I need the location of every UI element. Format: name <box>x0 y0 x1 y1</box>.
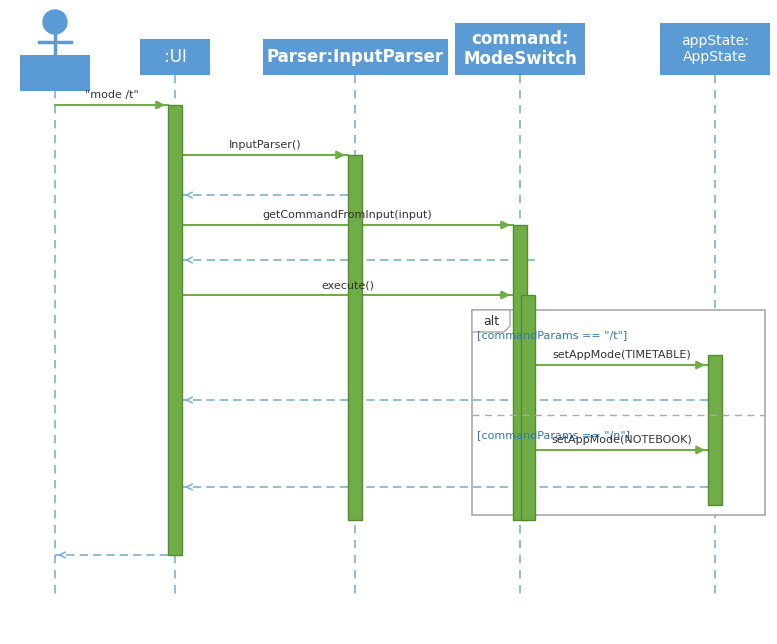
Text: getCommandFromInput(input): getCommandFromInput(input) <box>263 210 432 220</box>
Text: Parser:InputParser: Parser:InputParser <box>267 48 444 66</box>
FancyBboxPatch shape <box>660 23 770 75</box>
FancyBboxPatch shape <box>20 55 90 91</box>
FancyBboxPatch shape <box>472 310 765 515</box>
FancyBboxPatch shape <box>521 295 535 520</box>
Text: appState:
AppState: appState: AppState <box>681 34 749 64</box>
Text: setAppMode(TIMETABLE): setAppMode(TIMETABLE) <box>552 350 691 360</box>
Text: command:
ModeSwitch: command: ModeSwitch <box>463 30 577 68</box>
Text: [commandParams == "/n"]: [commandParams == "/n"] <box>477 430 630 440</box>
FancyBboxPatch shape <box>348 155 362 520</box>
Polygon shape <box>472 310 510 332</box>
FancyBboxPatch shape <box>455 23 585 75</box>
FancyBboxPatch shape <box>708 355 722 505</box>
Text: "mode /t": "mode /t" <box>85 90 138 100</box>
Text: InputParser(): InputParser() <box>228 140 301 150</box>
Text: setAppMode(NOTEBOOK): setAppMode(NOTEBOOK) <box>551 435 692 445</box>
Text: execute(): execute() <box>321 280 374 290</box>
FancyBboxPatch shape <box>168 105 182 555</box>
Text: alt: alt <box>483 314 499 328</box>
FancyBboxPatch shape <box>140 39 210 75</box>
FancyBboxPatch shape <box>513 225 527 520</box>
Text: [commandParams == "/t"]: [commandParams == "/t"] <box>477 330 627 340</box>
FancyBboxPatch shape <box>263 39 448 75</box>
Circle shape <box>43 10 67 34</box>
Text: :UI: :UI <box>164 48 186 66</box>
